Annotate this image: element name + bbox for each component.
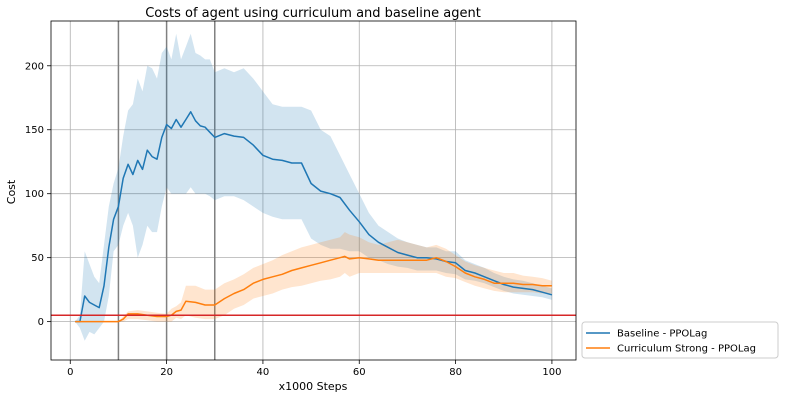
legend-label-2: Curriculum Strong - PPOLag <box>617 344 756 355</box>
band-series-1 <box>75 33 552 341</box>
y-tick-label: 50 <box>31 253 44 264</box>
x-tick-label: 40 <box>257 367 270 378</box>
plot-frame <box>50 20 577 361</box>
series-lines <box>75 111 553 323</box>
y-tick-label: 150 <box>25 125 44 136</box>
legend: Baseline - PPOLag Curriculum Strong - PPO… <box>581 321 779 359</box>
x-tick-label: 0 <box>67 367 73 378</box>
y-axis-label: Cost <box>5 179 18 204</box>
y-tick-label: 200 <box>25 61 44 72</box>
chart-title: Costs of agent using curriculum and base… <box>145 6 481 21</box>
x-axis-label: x1000 Steps <box>279 380 348 393</box>
line-series-2 <box>75 255 552 323</box>
y-tick-label: 100 <box>25 189 44 200</box>
x-tick-label: 60 <box>353 367 366 378</box>
legend-label-1: Baseline - PPOLag <box>617 329 707 340</box>
line-series-1 <box>75 111 553 323</box>
x-axis-ticks: 0 20 40 60 80 100 <box>67 360 561 378</box>
x-tick-label: 80 <box>449 367 462 378</box>
y-axis-ticks: 0 50 100 150 200 <box>25 61 51 328</box>
plot-area <box>51 21 576 360</box>
y-tick-label: 0 <box>38 317 44 328</box>
vertical-markers <box>117 21 216 360</box>
confidence-bands <box>75 33 552 341</box>
x-tick-label: 20 <box>160 367 173 378</box>
band-series-2 <box>75 232 552 322</box>
x-tick-label: 100 <box>542 367 561 378</box>
legend-box <box>581 321 779 359</box>
